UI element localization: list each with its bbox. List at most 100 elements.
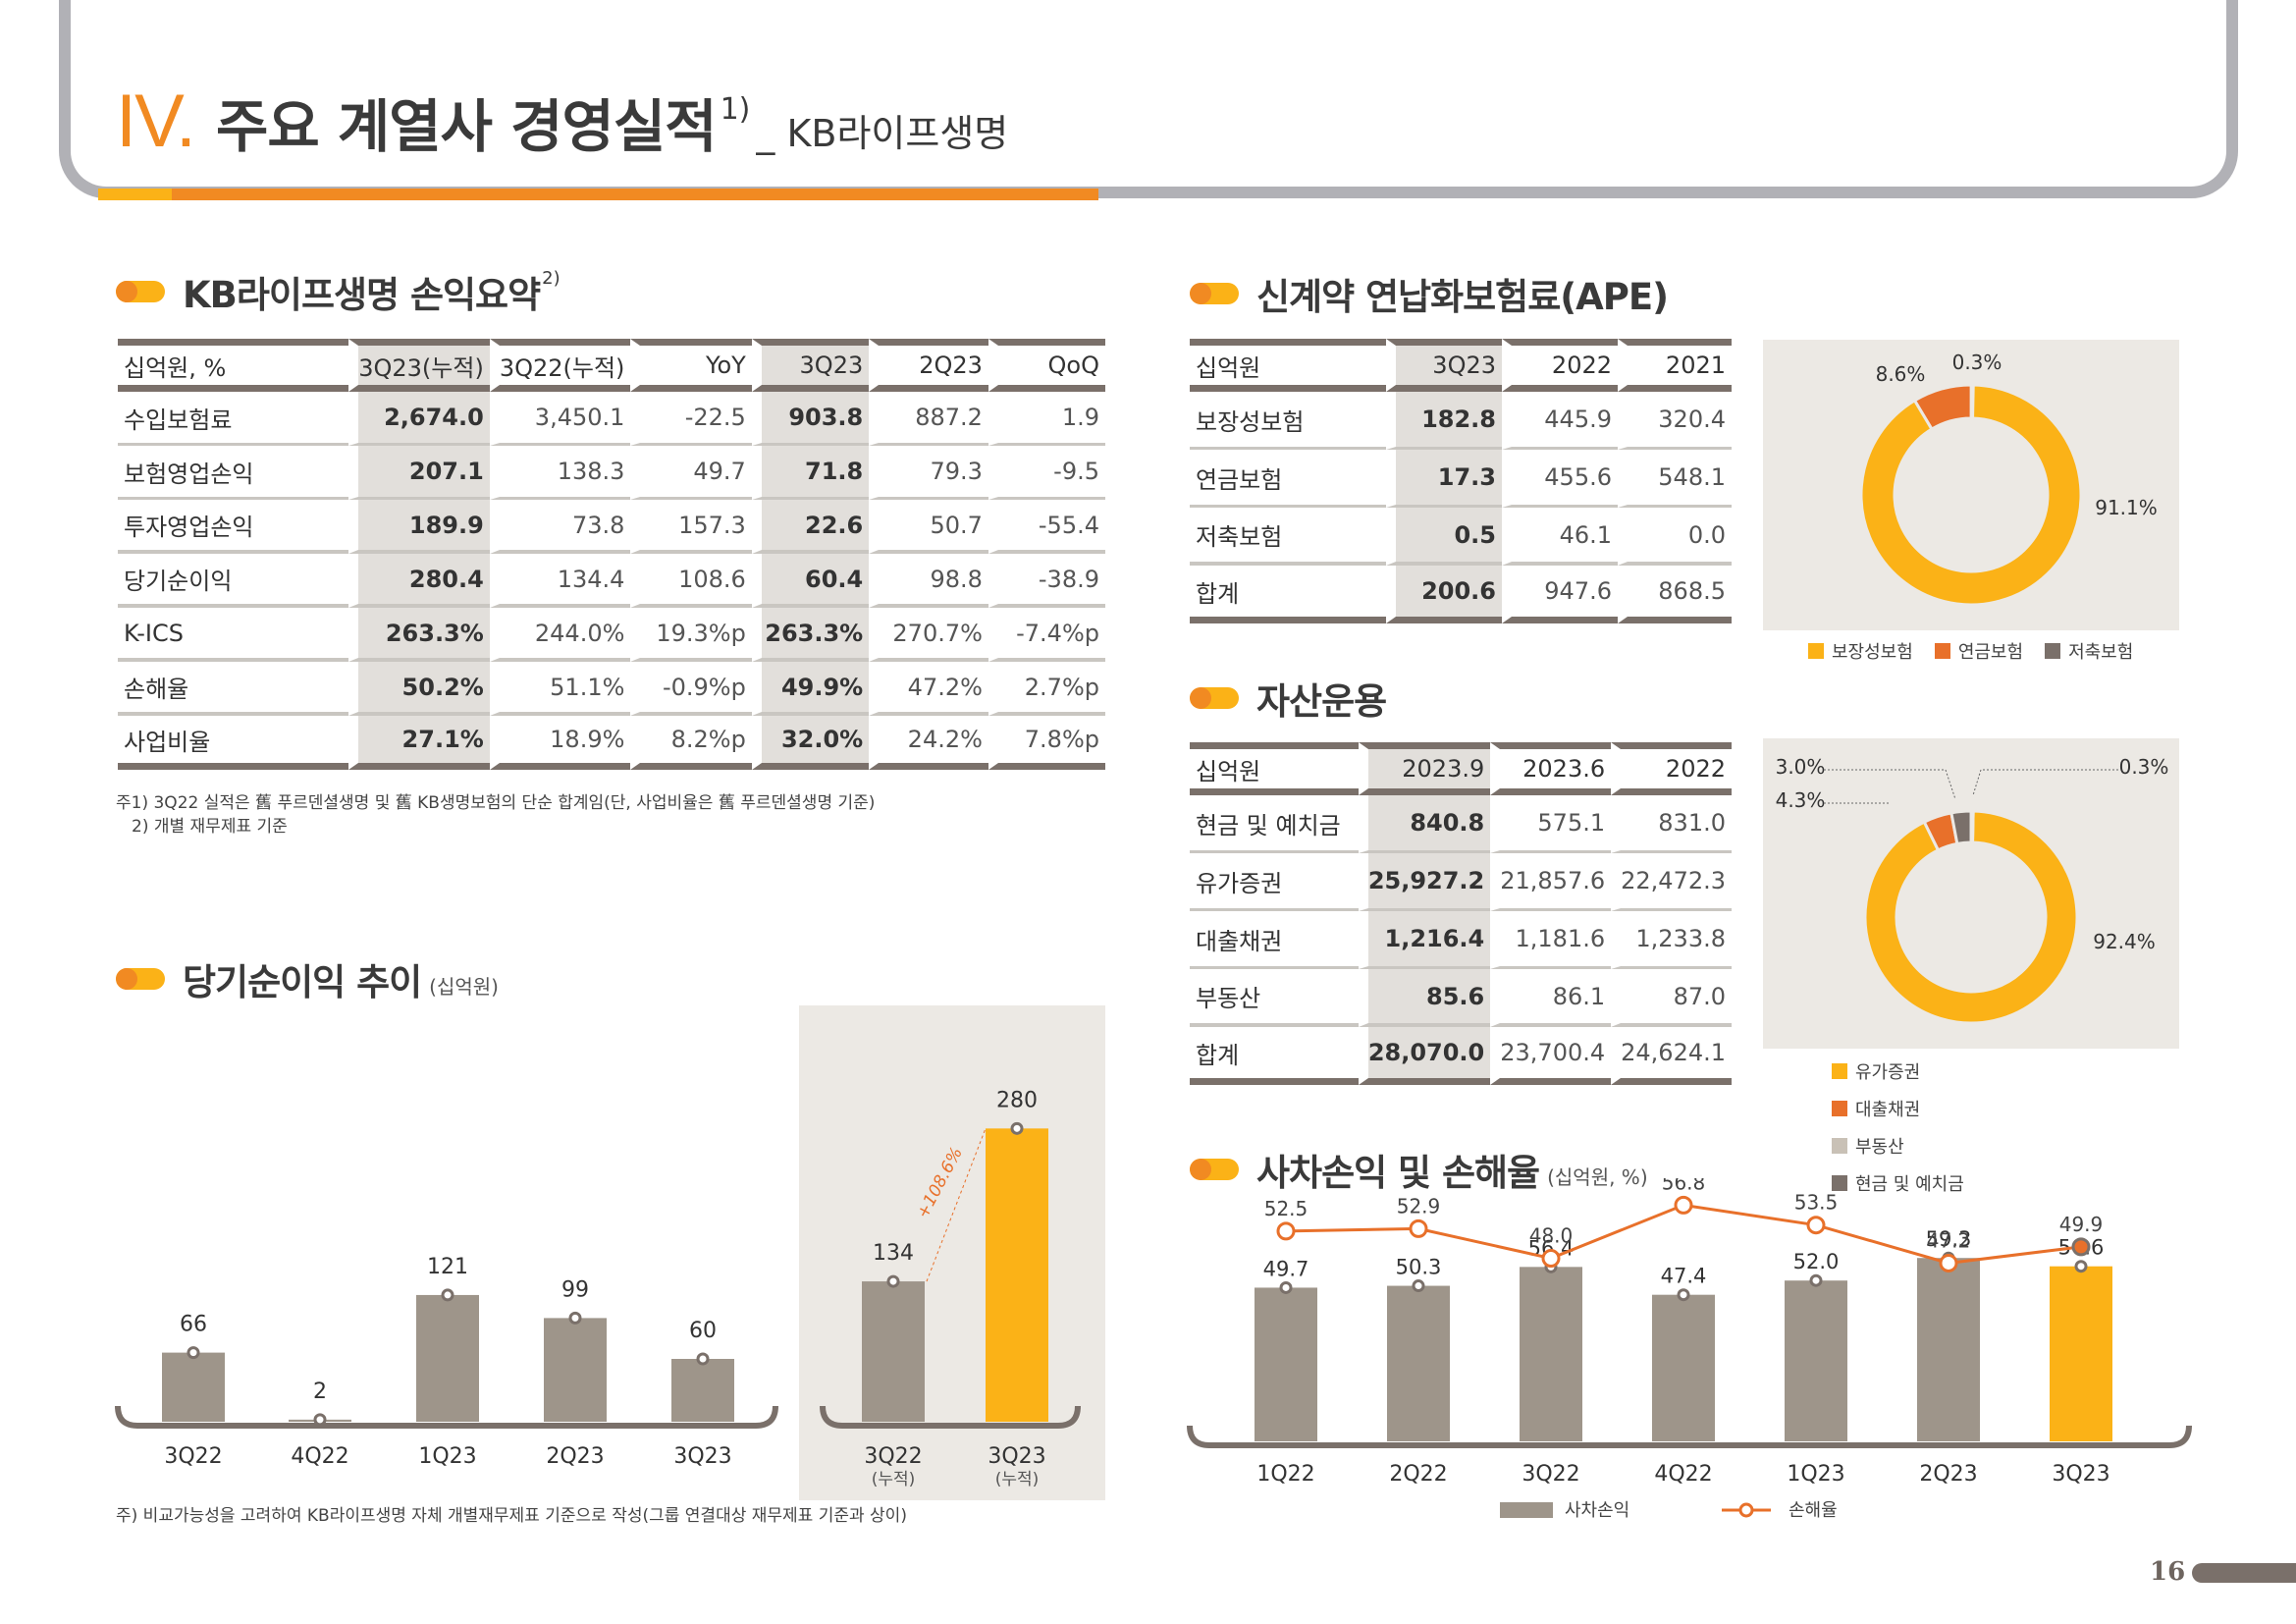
page-title: IV. 주요 계열사 경영실적 1) _ KB라이프생명 [116,79,1008,164]
net-income-heading: 당기순이익 추이 (십억원) [116,952,499,1005]
table-cell: 831.0 [1611,795,1732,853]
legend-swatch-bar [1500,1502,1553,1518]
ape-table: 십억원 3Q23 2022 2021 보장성보험 182.8 445.9 320.4 연… [1190,339,1732,623]
table-cell: 21,857.6 [1490,853,1612,911]
legend-label: 손해율 [1789,1500,1838,1521]
bar-marker [886,1274,900,1288]
bar [671,1359,734,1422]
bullet-pill-icon [116,968,165,990]
bar [1785,1280,1847,1441]
table-cell: 85.6 [1358,969,1491,1027]
bar-value-label: 50.3 [1396,1256,1442,1279]
column-header: 3Q23(누적) [348,339,490,392]
category-label: 3Q23 [988,1444,1045,1469]
category-label: 2Q22 [1389,1462,1447,1487]
category-label: 1Q23 [1787,1462,1844,1487]
footnote-2: 2) 개별 재무제표 기준 [132,817,288,837]
table-cell: 0.0 [1618,508,1732,566]
bar-marker [696,1352,710,1366]
table-cell: 868.5 [1618,566,1732,623]
bar-marker [1010,1121,1024,1135]
legend-label: 부동산 [1855,1137,1904,1158]
table-cell: 27.1% [348,716,490,770]
table-row: 부동산 85.6 86.1 87.0 [1190,969,1732,1027]
table-cell: 575.1 [1490,795,1612,853]
table-cell: 23,700.4 [1490,1027,1612,1085]
table-row: 수입보험료 2,674.0 3,450.1 -22.5 903.8 887.2 1.9 [118,392,1105,446]
table-cell: 22,472.3 [1611,853,1732,911]
table-cell: 79.3 [869,446,988,500]
row-label: K-ICS [118,608,349,662]
bar-value-label: 66 [180,1313,207,1337]
legend-item: 유가증권 [1832,1058,1979,1084]
table-row: 보험영업손익 207.1 138.3 49.7 71.8 79.3 -9.5 [118,446,1105,500]
asset-donut-panel: 92.4% 4.3% 3.0% 0.3% [1763,738,2179,1049]
legend-item: 현금 및 예치금 [1832,1170,1979,1196]
bar-marker [1279,1280,1293,1294]
bar-value-label: 134 [873,1241,914,1266]
income-summary-table: 십억원, % 3Q23(누적) 3Q22(누적) YoY 3Q23 2Q23 Q… [118,339,1105,770]
table-cell: 2,674.0 [348,392,490,446]
table-header-row: 십억원 3Q23 2022 2021 [1190,339,1732,392]
table-cell: 138.3 [489,446,631,500]
line-marker [1939,1253,1958,1272]
table-cell: 60.4 [751,554,870,608]
table-row: 당기순이익 280.4 134.4 108.6 60.4 98.8 -38.9 [118,554,1105,608]
ape-heading: 신계약 연납화보험료(APE) [1190,267,1669,320]
bar [1520,1267,1582,1441]
bar [162,1352,225,1422]
title-subtitle: _ KB라이프생명 [756,112,1009,155]
net-income-unit: (십억원) [429,974,499,999]
row-label: 손해율 [118,662,349,716]
table-cell: -38.9 [988,554,1105,608]
table-row: 대출채권 1,216.4 1,181.6 1,233.8 [1190,911,1732,969]
line-marker [1806,1216,1826,1235]
footnote-1: 주1) 3Q22 실적은 舊 푸르덴셜생명 및 舊 KB생명보험의 단순 합계임… [116,793,876,813]
table-cell: 244.0% [489,608,631,662]
category-label: 3Q23 [2052,1462,2109,1487]
category-label: 3Q23 [673,1444,731,1469]
summary-heading: KB라이프생명 손익요약 2) [116,265,561,318]
table-row: 유가증권 25,927.2 21,857.6 22,472.3 [1190,853,1732,911]
legend-swatch [1832,1175,1847,1191]
table-cell: 0.5 [1386,508,1502,566]
bar-marker [313,1413,327,1427]
table-cell: 17.3 [1386,450,1502,508]
category-label: 1Q22 [1256,1462,1314,1487]
bar-value-label: 47.4 [1661,1265,1707,1288]
bar-value-label: 280 [996,1088,1038,1112]
line-marker [2071,1237,2091,1257]
header-rule [172,189,1098,200]
column-header: 2022 [1502,339,1618,392]
slice-label: 0.3% [1952,351,2002,374]
column-header: 2021 [1618,339,1732,392]
asset-donut-chart: 92.4% 4.3% 3.0% 0.3% [1776,755,2168,1025]
table-row: 사업비율 27.1% 18.9% 8.2%p 32.0% 24.2% 7.8%p [118,716,1105,770]
table-cell: 887.2 [869,392,988,446]
bar [1652,1294,1715,1441]
row-label: 유가증권 [1190,853,1359,911]
line-marker [1276,1221,1296,1241]
legend-swatch [1832,1138,1847,1154]
bar [1387,1285,1450,1441]
loss-ratio-chart: 49.71Q2250.32Q2256.43Q2247.44Q2252.01Q23… [1187,1178,2192,1521]
table-cell: 98.8 [869,554,988,608]
table-row: 합계 200.6 947.6 868.5 [1190,566,1732,623]
table-row: 보장성보험 182.8 445.9 320.4 [1190,392,1732,450]
table-row: 투자영업손익 189.9 73.8 157.3 22.6 50.7 -55.4 [118,500,1105,554]
line-marker [1541,1249,1561,1269]
bullet-pill-icon [1190,283,1239,304]
table-cell: 22.6 [751,500,870,554]
table-cell: -7.4%p [988,608,1105,662]
category-label: 4Q22 [1654,1462,1712,1487]
row-label: 부동산 [1190,969,1359,1027]
loss-ratio-heading: 사차손익 및 손해율 (십억원, %) [1190,1143,1648,1196]
table-row: 현금 및 예치금 840.8 575.1 831.0 [1190,795,1732,853]
column-header: YoY [630,339,752,392]
legend-item: 저축보험 [2045,638,2133,664]
line-value-label: 52.9 [1397,1194,1441,1218]
table-cell: 18.9% [489,716,631,770]
bar [862,1281,925,1422]
table-cell: 32.0% [751,716,870,770]
table-header-row: 십억원, % 3Q23(누적) 3Q22(누적) YoY 3Q23 2Q23 Q… [118,339,1105,392]
